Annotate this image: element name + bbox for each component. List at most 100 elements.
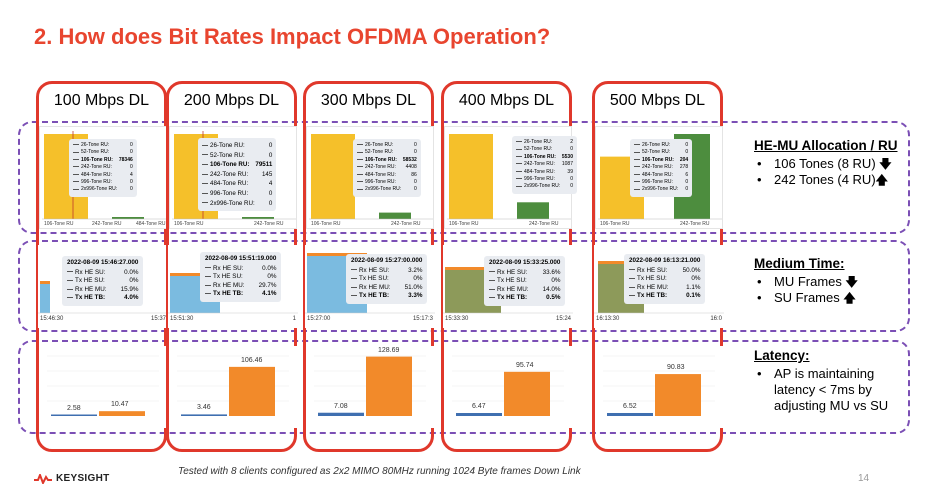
ru-count: 79511	[255, 161, 273, 169]
ru-tooltip-row: 242-Tone RU: 1087	[516, 161, 573, 168]
medium-time-tooltip: 2022-08-09 15:27:00.000 Rx HE SU: 3.2% Tx H…	[346, 254, 428, 304]
legend-dash	[67, 280, 73, 282]
ru-name-text: 484-Tone RU:	[210, 180, 249, 188]
frame-type: Tx HE TB:	[67, 294, 105, 303]
medium-time-row: Rx HE MU: 51.0%	[351, 284, 422, 293]
ru-count: 0	[413, 149, 417, 156]
time-label-right: 15:24	[555, 316, 571, 322]
ru-count: 0	[413, 142, 417, 148]
ru-count: 145	[261, 170, 273, 178]
ru-tooltip-row: 996-Tone RU: 0	[357, 179, 417, 186]
alloc-annotation-title: HE-MU Allocation / RU	[754, 138, 898, 153]
legend-dash	[489, 280, 495, 282]
ru-name-text: 484-Tone RU:	[365, 171, 396, 178]
medium-time-row: Rx HE SU: 33.6%	[489, 269, 560, 278]
legend-dash	[67, 288, 73, 290]
frame-type: Rx HE SU:	[351, 267, 389, 276]
frame-percent: 50.0%	[682, 266, 701, 274]
ru-tooltip-row: 26-Tone RU: 0	[73, 142, 133, 149]
ru-name: 106-Tone RU:	[634, 157, 674, 164]
ru-name-text: 26-Tone RU:	[210, 142, 245, 149]
ru-count: 0	[129, 164, 133, 171]
legend-dash	[67, 271, 73, 273]
frame-type-text: Rx HE SU:	[497, 268, 528, 276]
column-heading: 100 Mbps DL	[53, 92, 150, 109]
medium-time-row: Rx HE SU: 50.0%	[629, 267, 700, 276]
legend-dash	[489, 288, 495, 290]
legend-dash	[202, 144, 208, 146]
legend-dash	[634, 166, 640, 168]
ru-name: 2x996-Tone RU:	[73, 186, 117, 193]
ru-name: 242-Tone RU:	[516, 161, 555, 168]
ru-tooltip-row: 242-Tone RU: 4408	[357, 164, 417, 171]
legend-dash	[357, 188, 363, 190]
latency-annotation-title: Latency:	[754, 348, 810, 363]
latency-svg	[47, 355, 159, 416]
frame-type-text: Rx HE MU:	[359, 283, 391, 291]
ru-bars-svg	[447, 134, 571, 220]
x-axis-label: 242-Tone RU	[391, 221, 421, 227]
ru-tooltip-row: 484-Tone RU: 39	[516, 169, 573, 176]
medium-time-area	[40, 283, 50, 313]
medium-time-row: Rx HE MU: 14.0%	[489, 286, 560, 295]
legend-dash	[629, 278, 635, 280]
ru-tooltip: 26-Tone RU: 0 52-Tone RU: 0 106-Tone RU: 7834…	[69, 139, 137, 197]
ru-count: 0	[268, 142, 273, 149]
ru-tooltip-row: 242-Tone RU: 0	[73, 164, 133, 171]
legend-dash	[357, 173, 363, 175]
latency-svg	[177, 355, 289, 416]
ru-242-bar	[379, 212, 411, 219]
ru-count: 0	[129, 179, 133, 186]
legend-dash	[205, 284, 211, 286]
legend-dash	[516, 170, 522, 172]
legend-dash	[73, 181, 79, 183]
latency-svg	[314, 355, 426, 416]
ru-count: 4408	[405, 164, 417, 171]
x-axis-label: 242-Tone RU	[680, 221, 710, 227]
ru-tooltip-row: 2x996-Tone RU: 0	[73, 186, 133, 193]
frame-percent: 0%	[129, 277, 139, 285]
ru-tooltip-row: 52-Tone RU: 0	[634, 149, 688, 156]
medium-time-row: Tx HE SU: 0%	[351, 275, 422, 284]
frame-type-text: Tx HE SU:	[75, 277, 105, 285]
ru-name-text: 26-Tone RU:	[524, 139, 553, 145]
legend-dash	[516, 185, 522, 187]
latency-chart: 6.47 95.74	[444, 346, 572, 428]
frame-type: Tx HE SU:	[205, 273, 243, 282]
latency-value-high: 90.83	[667, 364, 685, 372]
legend-dash	[357, 158, 363, 160]
ru-name-text: 484-Tone RU:	[642, 171, 673, 178]
ru-name-text: 106-Tone RU:	[642, 156, 674, 163]
ru-count: 4	[268, 180, 273, 188]
time-label-left: 15:51:30	[170, 316, 194, 322]
ru-tooltip-row: 52-Tone RU: 0	[516, 146, 573, 153]
frame-type: Tx HE SU:	[489, 277, 527, 286]
frame-percent: 0%	[267, 273, 277, 281]
ru-tooltip-row: 106-Tone RU: 58532	[357, 157, 417, 164]
logo-text: KEYSIGHT	[56, 473, 110, 484]
ru-name-text: 996-Tone RU:	[210, 189, 249, 197]
ru-count: 0	[129, 142, 133, 148]
ru-name: 52-Tone RU:	[73, 149, 109, 156]
medium-time-row: Tx HE SU: 0%	[629, 275, 700, 284]
medium-time-row: Rx HE MU: 15.9%	[67, 286, 138, 295]
legend-dash	[516, 163, 522, 165]
ru-tooltip: 26-Tone RU: 0 52-Tone RU: 0 106-Tone RU: 5853…	[353, 139, 421, 197]
ru-name: 2x996-Tone RU:	[516, 183, 560, 190]
frame-type: Rx HE SU:	[205, 265, 243, 274]
ru-name: 106-Tone RU:	[357, 157, 397, 164]
frame-type-text: Rx HE MU:	[213, 281, 245, 289]
ru-tooltip-row: 484-Tone RU: 86	[357, 172, 417, 179]
latency-value-low: 2.58	[67, 404, 81, 412]
frame-type-text: Rx HE SU:	[213, 264, 244, 272]
x-axis-label: 106-Tone RU	[449, 221, 479, 227]
frame-type-text: Tx HE SU:	[213, 273, 243, 281]
frame-percent: 15.9%	[120, 285, 139, 293]
ru-name-text: 26-Tone RU:	[365, 142, 394, 148]
medium-time-row: Rx HE MU: 1.1%	[629, 284, 700, 293]
legend-dash	[634, 181, 640, 183]
medium-time-tx-line	[445, 267, 501, 270]
latency-bar-high	[504, 371, 550, 416]
frame-type: Rx HE SU:	[489, 269, 527, 278]
ru-name: 242-Tone RU:	[634, 164, 673, 171]
